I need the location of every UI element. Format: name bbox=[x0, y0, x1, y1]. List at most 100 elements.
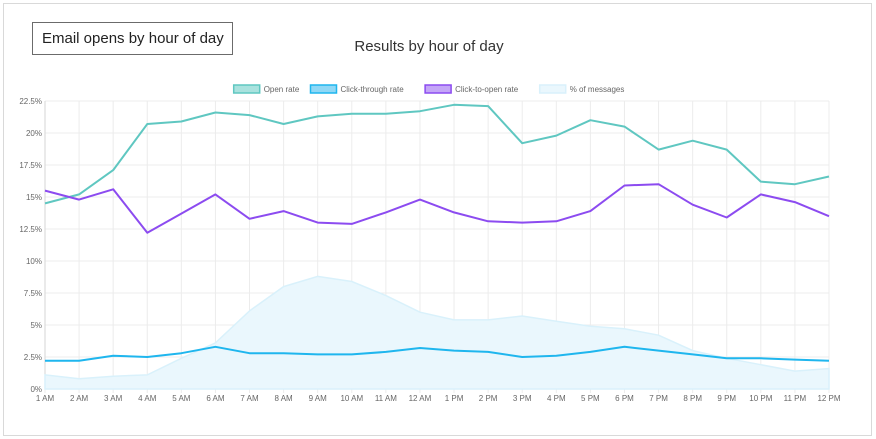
data-point[interactable] bbox=[724, 147, 729, 152]
data-point[interactable] bbox=[758, 192, 763, 197]
data-point[interactable] bbox=[588, 324, 593, 329]
data-point[interactable] bbox=[111, 187, 116, 192]
legend-item[interactable]: Click-to-open rate bbox=[424, 84, 519, 94]
data-point[interactable] bbox=[315, 352, 320, 357]
data-point[interactable] bbox=[111, 168, 116, 173]
data-point[interactable] bbox=[622, 183, 627, 188]
data-point[interactable] bbox=[111, 353, 116, 358]
data-point[interactable] bbox=[43, 188, 48, 193]
data-point[interactable] bbox=[213, 344, 218, 349]
data-point[interactable] bbox=[827, 174, 832, 179]
x-axis: 1 AM 2 AM 3 AM 4 AM 5 AM 6 AM 7 AM 8 AM 9 AM 10 A… bbox=[36, 394, 841, 403]
data-point[interactable] bbox=[520, 355, 525, 360]
data-point[interactable] bbox=[792, 369, 797, 374]
data-point[interactable] bbox=[281, 284, 286, 289]
data-point[interactable] bbox=[315, 274, 320, 279]
data-point[interactable] bbox=[247, 113, 252, 118]
data-point[interactable] bbox=[43, 372, 48, 377]
data-point[interactable] bbox=[145, 372, 150, 377]
data-point[interactable] bbox=[656, 147, 661, 152]
x-tick-label: 4 AM bbox=[138, 394, 157, 403]
data-point[interactable] bbox=[349, 279, 354, 284]
data-point[interactable] bbox=[213, 192, 218, 197]
data-point[interactable] bbox=[315, 114, 320, 119]
data-point[interactable] bbox=[315, 220, 320, 225]
data-point[interactable] bbox=[179, 211, 184, 216]
data-point[interactable] bbox=[417, 346, 422, 351]
data-point[interactable] bbox=[349, 352, 354, 357]
data-point[interactable] bbox=[111, 374, 116, 379]
data-point[interactable] bbox=[349, 221, 354, 226]
data-point[interactable] bbox=[77, 358, 82, 363]
data-point[interactable] bbox=[417, 109, 422, 114]
data-point[interactable] bbox=[622, 124, 627, 129]
data-point[interactable] bbox=[656, 348, 661, 353]
data-point[interactable] bbox=[452, 102, 457, 107]
data-point[interactable] bbox=[247, 216, 252, 221]
data-point[interactable] bbox=[554, 353, 559, 358]
data-point[interactable] bbox=[486, 219, 491, 224]
legend-item[interactable]: Click-through rate bbox=[309, 84, 405, 94]
data-point[interactable] bbox=[247, 308, 252, 313]
data-point[interactable] bbox=[690, 138, 695, 143]
legend-item[interactable]: % of messages bbox=[538, 84, 625, 94]
data-point[interactable] bbox=[281, 351, 286, 356]
data-point[interactable] bbox=[383, 111, 388, 116]
data-point[interactable] bbox=[281, 122, 286, 127]
data-point[interactable] bbox=[179, 119, 184, 124]
data-point[interactable] bbox=[452, 317, 457, 322]
data-point[interactable] bbox=[145, 355, 150, 360]
data-point[interactable] bbox=[452, 210, 457, 215]
legend-item[interactable]: Open rate bbox=[232, 84, 300, 94]
data-point[interactable] bbox=[724, 356, 729, 361]
data-point[interactable] bbox=[43, 201, 48, 206]
data-point[interactable] bbox=[417, 310, 422, 315]
data-point[interactable] bbox=[588, 209, 593, 214]
data-point[interactable] bbox=[383, 210, 388, 215]
data-point[interactable] bbox=[792, 200, 797, 205]
data-point[interactable] bbox=[486, 104, 491, 109]
data-point[interactable] bbox=[554, 219, 559, 224]
legend[interactable]: Open rate Click-through rate Click-to-open… bbox=[232, 84, 625, 94]
data-point[interactable] bbox=[452, 348, 457, 353]
data-point[interactable] bbox=[417, 197, 422, 202]
data-point[interactable] bbox=[77, 376, 82, 381]
data-point[interactable] bbox=[588, 118, 593, 123]
data-point[interactable] bbox=[520, 141, 525, 146]
data-point[interactable] bbox=[792, 182, 797, 187]
data-point[interactable] bbox=[77, 197, 82, 202]
data-point[interactable] bbox=[724, 215, 729, 220]
data-point[interactable] bbox=[758, 356, 763, 361]
data-point[interactable] bbox=[213, 110, 218, 115]
data-point[interactable] bbox=[383, 349, 388, 354]
data-point[interactable] bbox=[656, 333, 661, 338]
data-point[interactable] bbox=[554, 319, 559, 324]
data-point[interactable] bbox=[758, 362, 763, 367]
data-point[interactable] bbox=[349, 111, 354, 116]
data-point[interactable] bbox=[554, 133, 559, 138]
data-point[interactable] bbox=[247, 351, 252, 356]
data-point[interactable] bbox=[43, 358, 48, 363]
data-point[interactable] bbox=[145, 230, 150, 235]
data-point[interactable] bbox=[827, 358, 832, 363]
data-point[interactable] bbox=[281, 209, 286, 214]
data-point[interactable] bbox=[827, 214, 832, 219]
data-point[interactable] bbox=[827, 366, 832, 371]
data-point[interactable] bbox=[622, 326, 627, 331]
data-point[interactable] bbox=[690, 352, 695, 357]
data-point[interactable] bbox=[792, 357, 797, 362]
data-point[interactable] bbox=[179, 351, 184, 356]
data-point[interactable] bbox=[520, 314, 525, 319]
data-point[interactable] bbox=[145, 122, 150, 127]
data-point[interactable] bbox=[758, 179, 763, 184]
data-point[interactable] bbox=[656, 182, 661, 187]
data-point[interactable] bbox=[622, 344, 627, 349]
data-point[interactable] bbox=[486, 317, 491, 322]
data-point[interactable] bbox=[486, 349, 491, 354]
data-point[interactable] bbox=[690, 202, 695, 207]
data-point[interactable] bbox=[520, 220, 525, 225]
data-point[interactable] bbox=[588, 349, 593, 354]
data-point[interactable] bbox=[383, 293, 388, 298]
data-point[interactable] bbox=[179, 356, 184, 361]
data-point[interactable] bbox=[77, 192, 82, 197]
